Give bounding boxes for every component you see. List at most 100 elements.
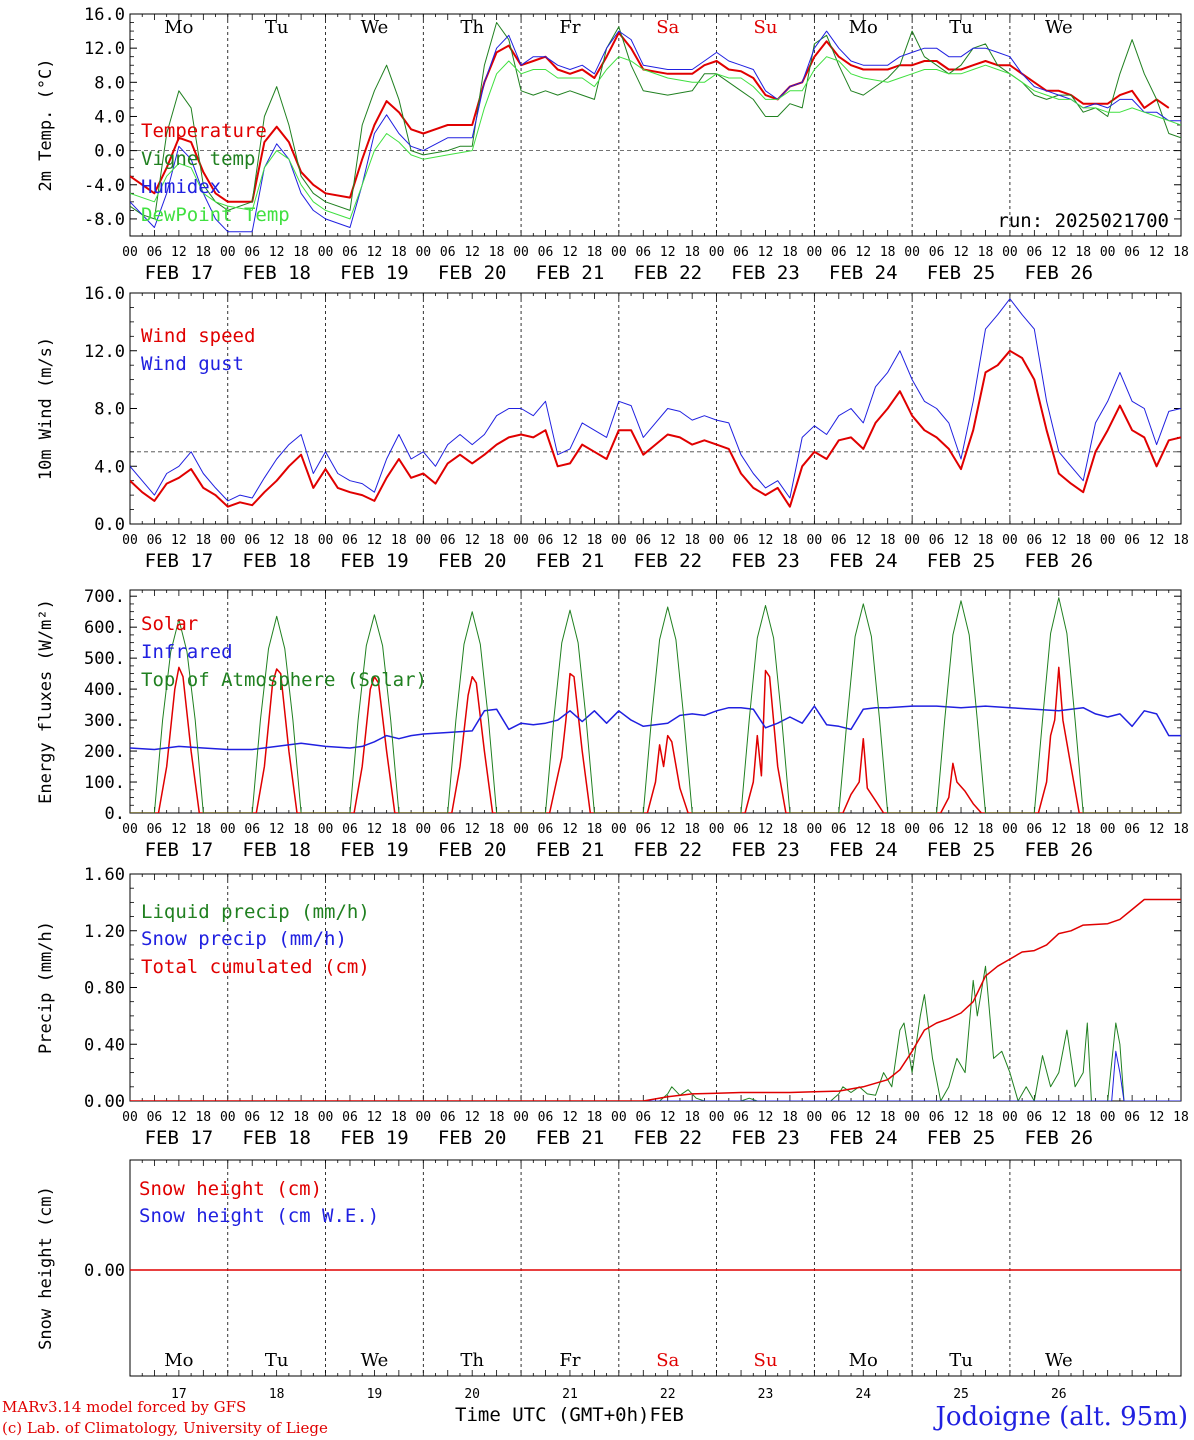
hour-tick-label: 06 [635, 245, 651, 260]
hour-tick-label: 00 [611, 245, 627, 260]
hour-tick-label: 00 [611, 533, 627, 548]
hour-tick-label: 18 [1173, 822, 1189, 837]
hour-tick-label: 06 [440, 245, 456, 260]
series-line-infrared [130, 705, 1181, 751]
hour-tick-label: 00 [513, 245, 529, 260]
hour-tick-label: 18 [391, 1110, 407, 1125]
date-label: FEB 19 [340, 839, 409, 861]
legend-entry: Temperature [141, 120, 267, 142]
lab-credit: (c) Lab. of Climatology, University of L… [2, 1419, 328, 1437]
hour-tick-label: 18 [1173, 533, 1189, 548]
hour-tick-label: 12 [562, 245, 578, 260]
hour-tick-label: 00 [709, 822, 725, 837]
day-number-label: 18 [269, 1387, 285, 1402]
hour-tick-label: 18 [1173, 1110, 1189, 1125]
y-tick-label: 0.0 [94, 515, 125, 535]
model-credit: MARv3.14 model forced by GFS [2, 1398, 247, 1416]
x-axis-title: Time UTC (GMT+0h)FEB [455, 1404, 684, 1426]
hour-tick-label: 18 [195, 533, 211, 548]
weekday-label-top: Sa [656, 17, 679, 38]
hour-tick-label: 00 [1002, 1110, 1018, 1125]
hour-tick-label: 06 [831, 822, 847, 837]
hour-tick-label: 00 [318, 533, 334, 548]
hour-tick-label: 12 [1051, 533, 1067, 548]
date-label: FEB 18 [242, 839, 311, 861]
hour-tick-label: 12 [269, 245, 285, 260]
hour-tick-label: 00 [611, 822, 627, 837]
hour-tick-label: 00 [807, 822, 823, 837]
hour-tick-label: 12 [1149, 1110, 1165, 1125]
hour-tick-label: 00 [415, 533, 431, 548]
hour-tick-label: 12 [1051, 245, 1067, 260]
y-tick-label: 100. [84, 773, 125, 793]
hour-tick-label: 06 [1027, 822, 1043, 837]
hour-tick-label: 12 [464, 1110, 480, 1125]
y-tick-label: 300. [84, 711, 125, 731]
date-label: FEB 17 [145, 1127, 214, 1149]
date-label: FEB 22 [633, 550, 702, 572]
series-line-humidex [130, 30, 1181, 233]
hour-tick-label: 18 [1075, 245, 1091, 260]
hour-tick-label: 12 [855, 1110, 871, 1125]
hour-tick-label: 00 [122, 533, 138, 548]
legend-entry: Snow precip (mm/h) [141, 928, 347, 950]
hour-tick-label: 18 [391, 245, 407, 260]
hour-tick-label: 06 [1027, 533, 1043, 548]
hour-tick-label: 12 [269, 1110, 285, 1125]
date-label: FEB 17 [145, 262, 214, 284]
y-tick-label: 0.00 [84, 1092, 125, 1112]
hour-tick-label: 18 [489, 1110, 505, 1125]
hour-tick-label: 12 [855, 245, 871, 260]
hour-tick-label: 18 [391, 822, 407, 837]
y-tick-label: 0.0 [94, 142, 125, 162]
hour-tick-label: 06 [538, 1110, 554, 1125]
legend-entry: DewPoint Temp [141, 204, 290, 226]
hour-tick-label: 12 [855, 822, 871, 837]
hour-tick-label: 18 [782, 1110, 798, 1125]
hour-tick-label: 18 [1075, 1110, 1091, 1125]
hour-tick-label: 18 [587, 245, 603, 260]
weekday-label-top: Tu [265, 17, 289, 38]
hour-tick-label: 12 [562, 533, 578, 548]
hour-tick-label: 12 [758, 822, 774, 837]
series-line-top-of-atmosphere-solar- [130, 597, 1181, 813]
day-number-label: 23 [758, 1387, 774, 1402]
weekday-label-top: Mo [849, 17, 878, 38]
weekday-label-bottom: Tu [949, 1350, 973, 1371]
hour-tick-label: 18 [684, 1110, 700, 1125]
hour-tick-label: 06 [1027, 1110, 1043, 1125]
hour-tick-label: 06 [1124, 533, 1140, 548]
hour-tick-label: 18 [978, 533, 994, 548]
date-label: FEB 26 [1024, 262, 1093, 284]
y-tick-label: 4.0 [94, 457, 125, 477]
hour-tick-label: 12 [855, 533, 871, 548]
y-tick-label: 0.40 [84, 1035, 125, 1055]
hour-tick-label: 12 [953, 822, 969, 837]
hour-tick-label: 06 [440, 533, 456, 548]
day-number-label: 25 [953, 1387, 969, 1402]
date-label: FEB 25 [927, 262, 996, 284]
hour-tick-label: 18 [880, 1110, 896, 1125]
series-line-solar [130, 666, 1181, 813]
hour-tick-label: 00 [807, 245, 823, 260]
series-line-total-cumulated-cm- [130, 898, 1181, 1101]
date-label: FEB 18 [242, 1127, 311, 1149]
date-label: FEB 20 [438, 550, 507, 572]
hour-tick-label: 06 [440, 1110, 456, 1125]
hour-tick-label: 12 [562, 1110, 578, 1125]
y-tick-label: 8.0 [94, 73, 125, 93]
legend-entry: Infrared [141, 641, 233, 663]
legend-entry: Snow height (cm) [139, 1178, 322, 1200]
hour-tick-label: 06 [147, 533, 163, 548]
series-line-liquid-precip-mm-h- [130, 965, 1181, 1101]
legend-entry: Wind gust [141, 353, 244, 375]
hour-tick-label: 18 [782, 245, 798, 260]
hour-tick-label: 12 [171, 1110, 187, 1125]
hour-tick-label: 00 [1002, 245, 1018, 260]
hour-tick-label: 18 [684, 533, 700, 548]
hour-tick-label: 12 [953, 245, 969, 260]
hour-tick-label: 12 [464, 533, 480, 548]
hour-tick-label: 00 [1100, 822, 1116, 837]
weekday-label-top: Th [460, 17, 484, 38]
weekday-label-bottom: Mo [164, 1350, 193, 1371]
